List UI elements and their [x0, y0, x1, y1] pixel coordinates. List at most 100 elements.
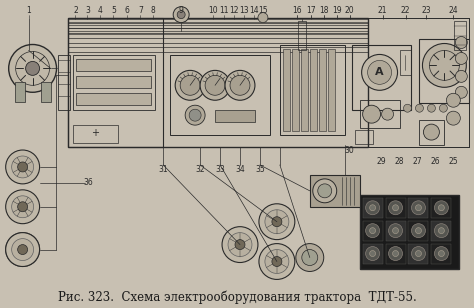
Text: 26: 26 [430, 157, 440, 166]
Circle shape [265, 210, 289, 234]
Bar [419, 38, 469, 103]
Text: 18: 18 [319, 6, 328, 15]
Circle shape [370, 205, 375, 211]
Circle shape [259, 244, 295, 279]
Circle shape [389, 201, 402, 215]
Circle shape [177, 11, 185, 18]
Circle shape [180, 75, 200, 95]
Circle shape [12, 156, 34, 178]
Circle shape [365, 247, 380, 261]
Bar [283, 50, 290, 131]
Text: 9: 9 [179, 6, 183, 15]
Bar [409, 198, 428, 218]
Bar [385, 221, 405, 241]
Bar [360, 100, 400, 128]
Bar [76, 93, 151, 105]
Circle shape [258, 13, 268, 22]
Circle shape [365, 224, 380, 237]
Text: 25: 25 [448, 157, 458, 166]
Circle shape [185, 105, 205, 125]
Circle shape [423, 124, 439, 140]
Text: 6: 6 [125, 6, 130, 15]
Text: 32: 32 [195, 165, 205, 174]
Text: A: A [375, 67, 384, 77]
Circle shape [447, 111, 460, 125]
Circle shape [205, 75, 225, 95]
Circle shape [6, 150, 40, 184]
Circle shape [416, 228, 421, 234]
Circle shape [18, 245, 27, 254]
Bar [310, 50, 317, 131]
Text: 10: 10 [208, 6, 218, 15]
Circle shape [389, 224, 402, 237]
Circle shape [434, 247, 448, 261]
Bar [328, 50, 335, 131]
Text: Рис. 323.  Схема электрооборудования трактора  ТДТ-55.: Рис. 323. Схема электрооборудования трак… [58, 291, 416, 304]
Circle shape [363, 105, 381, 123]
Circle shape [265, 249, 289, 274]
Circle shape [389, 247, 402, 261]
Circle shape [313, 179, 337, 203]
Text: 16: 16 [292, 6, 301, 15]
Bar [352, 46, 411, 110]
Circle shape [272, 257, 282, 266]
Text: 15: 15 [258, 6, 268, 15]
Text: 20: 20 [345, 6, 355, 15]
Text: 31: 31 [158, 165, 168, 174]
Circle shape [200, 71, 230, 100]
Bar [409, 221, 428, 241]
Circle shape [228, 233, 252, 257]
Bar [385, 244, 405, 264]
Circle shape [259, 204, 295, 240]
Circle shape [370, 251, 375, 257]
Circle shape [362, 55, 398, 90]
Circle shape [26, 61, 40, 75]
Circle shape [222, 227, 258, 262]
Circle shape [438, 228, 445, 234]
Circle shape [428, 104, 436, 112]
Text: 23: 23 [422, 6, 431, 15]
Circle shape [456, 37, 467, 48]
Bar [76, 76, 151, 88]
Circle shape [9, 44, 56, 92]
Circle shape [173, 7, 189, 22]
Circle shape [456, 71, 467, 82]
Circle shape [18, 162, 27, 172]
Circle shape [6, 233, 40, 266]
Circle shape [6, 190, 40, 224]
Text: 30: 30 [345, 145, 355, 155]
Circle shape [392, 228, 399, 234]
Text: 5: 5 [111, 6, 116, 15]
Circle shape [456, 52, 467, 64]
Bar [355, 130, 373, 144]
Circle shape [438, 205, 445, 211]
Text: 36: 36 [83, 178, 93, 187]
Circle shape [447, 93, 460, 107]
Circle shape [411, 224, 426, 237]
Text: 33: 33 [215, 165, 225, 174]
Circle shape [302, 249, 318, 265]
Bar [455, 21, 466, 51]
Circle shape [12, 239, 34, 261]
Circle shape [392, 251, 399, 257]
Text: 7: 7 [138, 6, 143, 15]
Bar [431, 198, 451, 218]
Bar [310, 175, 360, 207]
Text: 35: 35 [255, 165, 265, 174]
Circle shape [365, 201, 380, 215]
Text: 3: 3 [85, 6, 90, 15]
Text: 4: 4 [98, 6, 103, 15]
Bar [215, 110, 255, 122]
Circle shape [416, 104, 423, 112]
Circle shape [392, 205, 399, 211]
Bar [431, 244, 451, 264]
Circle shape [18, 245, 27, 254]
Bar [419, 120, 445, 145]
Circle shape [368, 60, 392, 84]
Circle shape [296, 244, 324, 271]
Text: 22: 22 [401, 6, 410, 15]
Circle shape [272, 217, 282, 227]
Circle shape [422, 43, 466, 87]
Circle shape [175, 71, 205, 100]
Bar [57, 55, 71, 110]
